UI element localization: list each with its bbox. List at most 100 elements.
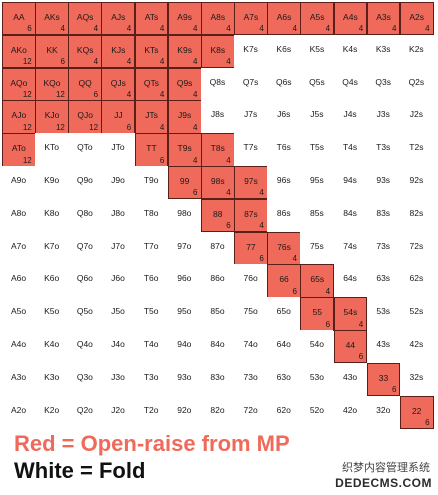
combo-count: 4: [259, 221, 264, 231]
combo-count: 4: [325, 286, 331, 296]
hand-cell: 52o: [300, 395, 334, 429]
hand-label: A9o: [11, 175, 27, 185]
hand-cell: AQo 12: [2, 67, 36, 101]
hand-label: Q2s: [408, 76, 425, 87]
hand-label: KQs: [76, 44, 94, 55]
combo-count: 4: [391, 24, 397, 34]
hand-label: Q6s: [275, 76, 292, 87]
hand-cell: 86s: [267, 198, 301, 232]
hand-label: KTs: [144, 44, 159, 55]
hand-label: J5s: [310, 109, 324, 120]
hand-cell: 88 6: [200, 198, 235, 233]
hand-label: A2o: [11, 404, 27, 415]
hand-label: 32o: [376, 404, 391, 415]
hand-cell: T9o: [134, 166, 168, 199]
hand-label: 44: [345, 340, 356, 350]
hand-cell: J4o: [101, 330, 135, 363]
hand-label: 93s: [376, 175, 391, 185]
hand-label: 93o: [177, 371, 192, 382]
hand-label: Q3s: [375, 76, 391, 87]
hand-cell: 55 6: [300, 297, 335, 331]
hand-cell: 83o: [200, 362, 235, 396]
hand-cell: K4o: [35, 330, 69, 363]
hand-cell: J6o: [101, 264, 135, 298]
hand-label: Q2o: [76, 404, 93, 415]
combo-count: 4: [159, 89, 165, 99]
hand-label: 54s: [343, 307, 358, 318]
hand-label: T2s: [409, 142, 424, 153]
hand-cell: T8o: [134, 198, 168, 232]
hand-cell: A3o: [2, 362, 36, 396]
hand-cell: J3s: [366, 100, 400, 134]
combo-count: 4: [425, 24, 430, 34]
hand-cell: T9s 4: [167, 133, 202, 167]
hand-label: 98o: [177, 207, 192, 218]
hand-cell: 76s 4: [267, 231, 301, 265]
hand-label: K5o: [44, 306, 60, 317]
hand-cell: 96s: [267, 166, 301, 199]
hand-label: K5s: [309, 43, 325, 54]
hand-label: Q9s: [176, 77, 193, 88]
hand-cell: 93s: [366, 166, 400, 199]
hand-label: KJs: [111, 44, 126, 55]
hand-cell: K8s 4: [200, 34, 235, 69]
combo-count: 12: [22, 122, 32, 132]
hand-cell: T6o: [134, 264, 168, 298]
hand-cell: 54s 4: [333, 297, 368, 331]
hand-label: Q4o: [76, 339, 93, 349]
hand-cell: T8s 4: [200, 133, 235, 167]
hand-cell: K8o: [35, 198, 69, 232]
hand-label: A9s: [177, 12, 192, 22]
hand-cell: TT 6: [134, 133, 169, 167]
hand-cell: A5s 4: [300, 2, 335, 36]
hand-cell: Q8s: [200, 67, 235, 101]
watermark-site-name: 织梦内容管理系统: [342, 462, 430, 474]
hand-label: J4o: [111, 339, 125, 349]
hand-label: 53o: [309, 371, 324, 382]
combo-count: 4: [193, 57, 198, 67]
hand-label: K6s: [276, 43, 292, 54]
hand-cell: 65s 4: [300, 264, 335, 298]
watermark-url: DEDECMS.COM: [335, 476, 432, 490]
hand-label: 98s: [210, 176, 225, 186]
hand-cell: AJo 12: [2, 100, 36, 134]
hand-cell: QJs 4: [101, 67, 136, 101]
combo-count: 4: [325, 24, 331, 34]
combo-count: 4: [159, 57, 165, 67]
hand-cell: QQ 6: [68, 67, 103, 101]
combo-count: 4: [226, 24, 231, 34]
hand-label: 73o: [243, 371, 258, 382]
hand-cell: J7s: [234, 100, 268, 134]
hand-cell: Q7s: [234, 67, 268, 101]
hand-cell: 43s: [366, 330, 400, 363]
hand-cell: A9o: [2, 166, 36, 199]
hand-cell: K5o: [35, 297, 69, 330]
hand-cell: 72o: [234, 395, 268, 429]
hand-cell: J5o: [101, 297, 135, 330]
hand-cell: K4s: [333, 34, 367, 68]
hand-cell: 72s: [399, 231, 433, 265]
hand-cell: 63o: [267, 362, 301, 396]
hand-label: KTo: [44, 142, 60, 153]
hand-label: QTs: [143, 77, 160, 88]
hand-label: 87s: [244, 208, 258, 219]
hand-label: K7s: [243, 43, 258, 54]
combo-count: 12: [89, 122, 99, 132]
hand-label: 76o: [243, 273, 258, 284]
hand-label: JJ: [114, 110, 123, 121]
hand-label: 92o: [177, 404, 192, 415]
hand-cell: AKo 12: [2, 34, 36, 69]
hand-cell: 84o: [200, 330, 235, 363]
hand-cell: J4s: [333, 100, 367, 134]
hand-cell: A3s 4: [366, 2, 401, 36]
combo-count: 4: [126, 89, 132, 99]
hand-label: T3s: [376, 142, 391, 153]
hand-label: K2o: [44, 404, 60, 415]
hand-cell: 92s: [399, 166, 433, 199]
hand-cell: J5s: [300, 100, 334, 134]
hand-label: J5o: [111, 306, 125, 317]
hand-label: T6s: [276, 142, 291, 153]
combo-count: 4: [126, 24, 132, 34]
hand-label: J9s: [178, 110, 192, 121]
hand-cell: J2o: [101, 395, 135, 429]
